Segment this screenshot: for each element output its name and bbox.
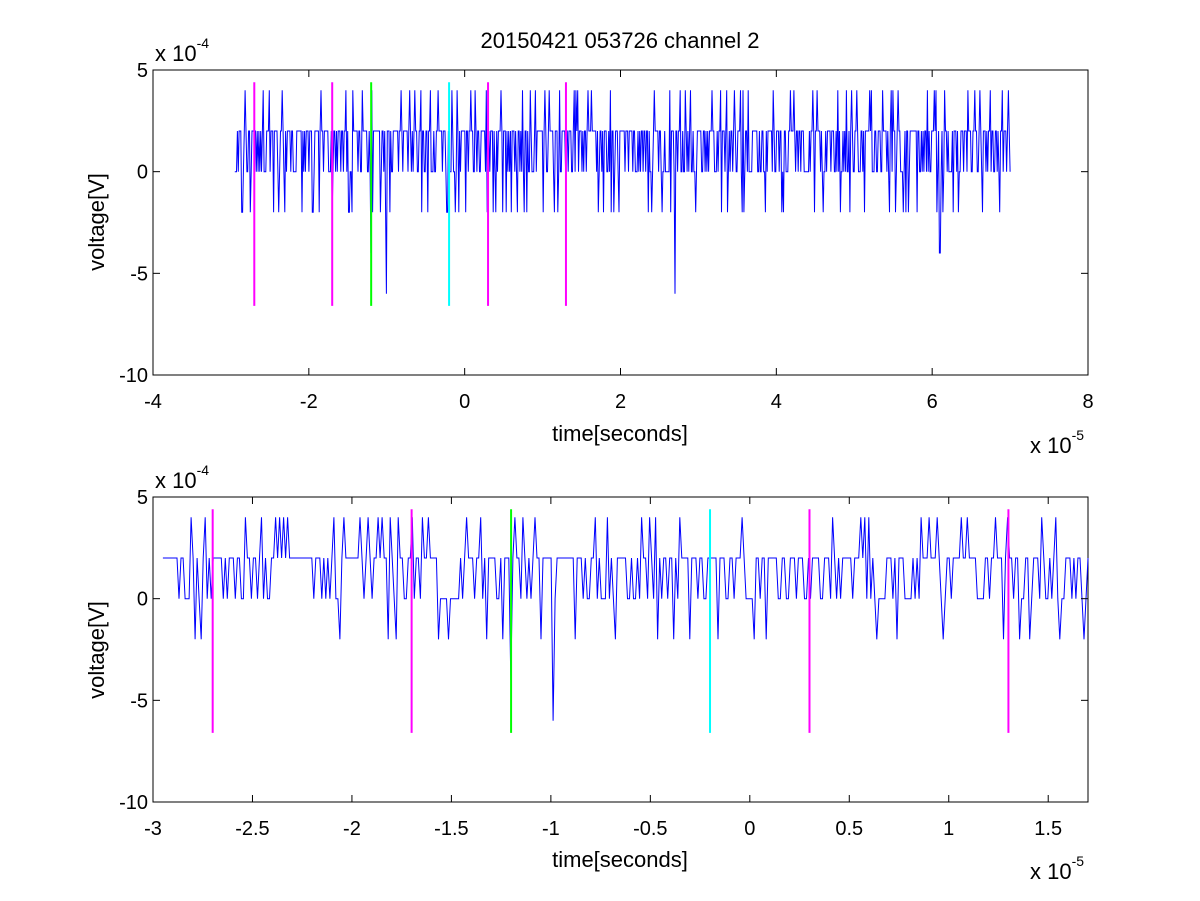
x-tick-label: 6 — [927, 391, 938, 413]
plot-bottom-y-exponent: x 10-4 — [155, 462, 209, 493]
x-tick-label: 4 — [771, 391, 782, 413]
plot-top-markers — [253, 82, 567, 306]
plot-top-y-ticks: -10 -5 0 5 — [119, 60, 1088, 387]
y-tick-label: 0 — [137, 589, 148, 611]
plot-top-ylabel: voltage[V] — [84, 173, 109, 271]
plot-top-y-exponent: x 10-4 — [155, 35, 209, 66]
signal-line — [162, 517, 1089, 721]
plot-top-xlabel: time[seconds] — [552, 421, 688, 446]
chart-title: 20150421 053726 channel 2 — [481, 28, 760, 53]
y-tick-label: 5 — [137, 487, 148, 509]
plot-bottom-y-ticks: -10 -5 0 5 — [119, 487, 1088, 814]
plot-bottom-x-ticks: -3 -2.5 -2 -1.5 -1 -0.5 0 0.5 1 1.5 — [144, 497, 1062, 840]
y-tick-label: -10 — [119, 365, 148, 387]
plot-bottom: -3 -2.5 -2 -1.5 -1 -0.5 0 0.5 1 1.5 -10 -5 0 5 time[… — [84, 462, 1089, 884]
x-tick-label: -3 — [144, 818, 162, 840]
y-tick-label: 0 — [137, 162, 148, 184]
x-tick-label: 0 — [744, 818, 755, 840]
x-tick-label: 8 — [1082, 391, 1093, 413]
y-tick-label: -5 — [130, 263, 148, 285]
plot-top: -4 -2 0 2 4 6 8 -10 -5 0 5 time[seconds] voltage[… — [84, 35, 1094, 458]
x-tick-label: -1 — [542, 818, 560, 840]
y-tick-label: -10 — [119, 792, 148, 814]
plot-bottom-series — [162, 517, 1089, 721]
x-tick-label: 0 — [459, 391, 470, 413]
x-tick-label: -4 — [144, 391, 162, 413]
x-tick-label: -2 — [300, 391, 318, 413]
plot-bottom-ylabel: voltage[V] — [84, 601, 109, 699]
plot-top-axes-box — [152, 69, 1089, 376]
y-tick-label: 5 — [137, 60, 148, 82]
y-tick-label: -5 — [130, 690, 148, 712]
signal-line — [234, 90, 1011, 294]
x-tick-label: -0.5 — [633, 818, 667, 840]
plot-top-x-ticks: -4 -2 0 2 4 6 8 — [144, 70, 1094, 413]
plot-top-x-exponent: x 10-5 — [1030, 427, 1084, 458]
plot-bottom-markers — [211, 509, 1010, 733]
plot-bottom-xlabel: time[seconds] — [552, 847, 688, 872]
x-tick-label: -2.5 — [235, 818, 269, 840]
plot-bottom-axes-box — [152, 496, 1089, 803]
x-tick-label: 1.5 — [1034, 818, 1062, 840]
plot-top-series — [234, 90, 1011, 294]
x-tick-label: 1 — [943, 818, 954, 840]
plot-bottom-x-exponent: x 10-5 — [1030, 853, 1084, 884]
x-tick-label: 2 — [615, 391, 626, 413]
x-tick-label: 0.5 — [835, 818, 863, 840]
x-tick-label: -1.5 — [434, 818, 468, 840]
x-tick-label: -2 — [343, 818, 361, 840]
